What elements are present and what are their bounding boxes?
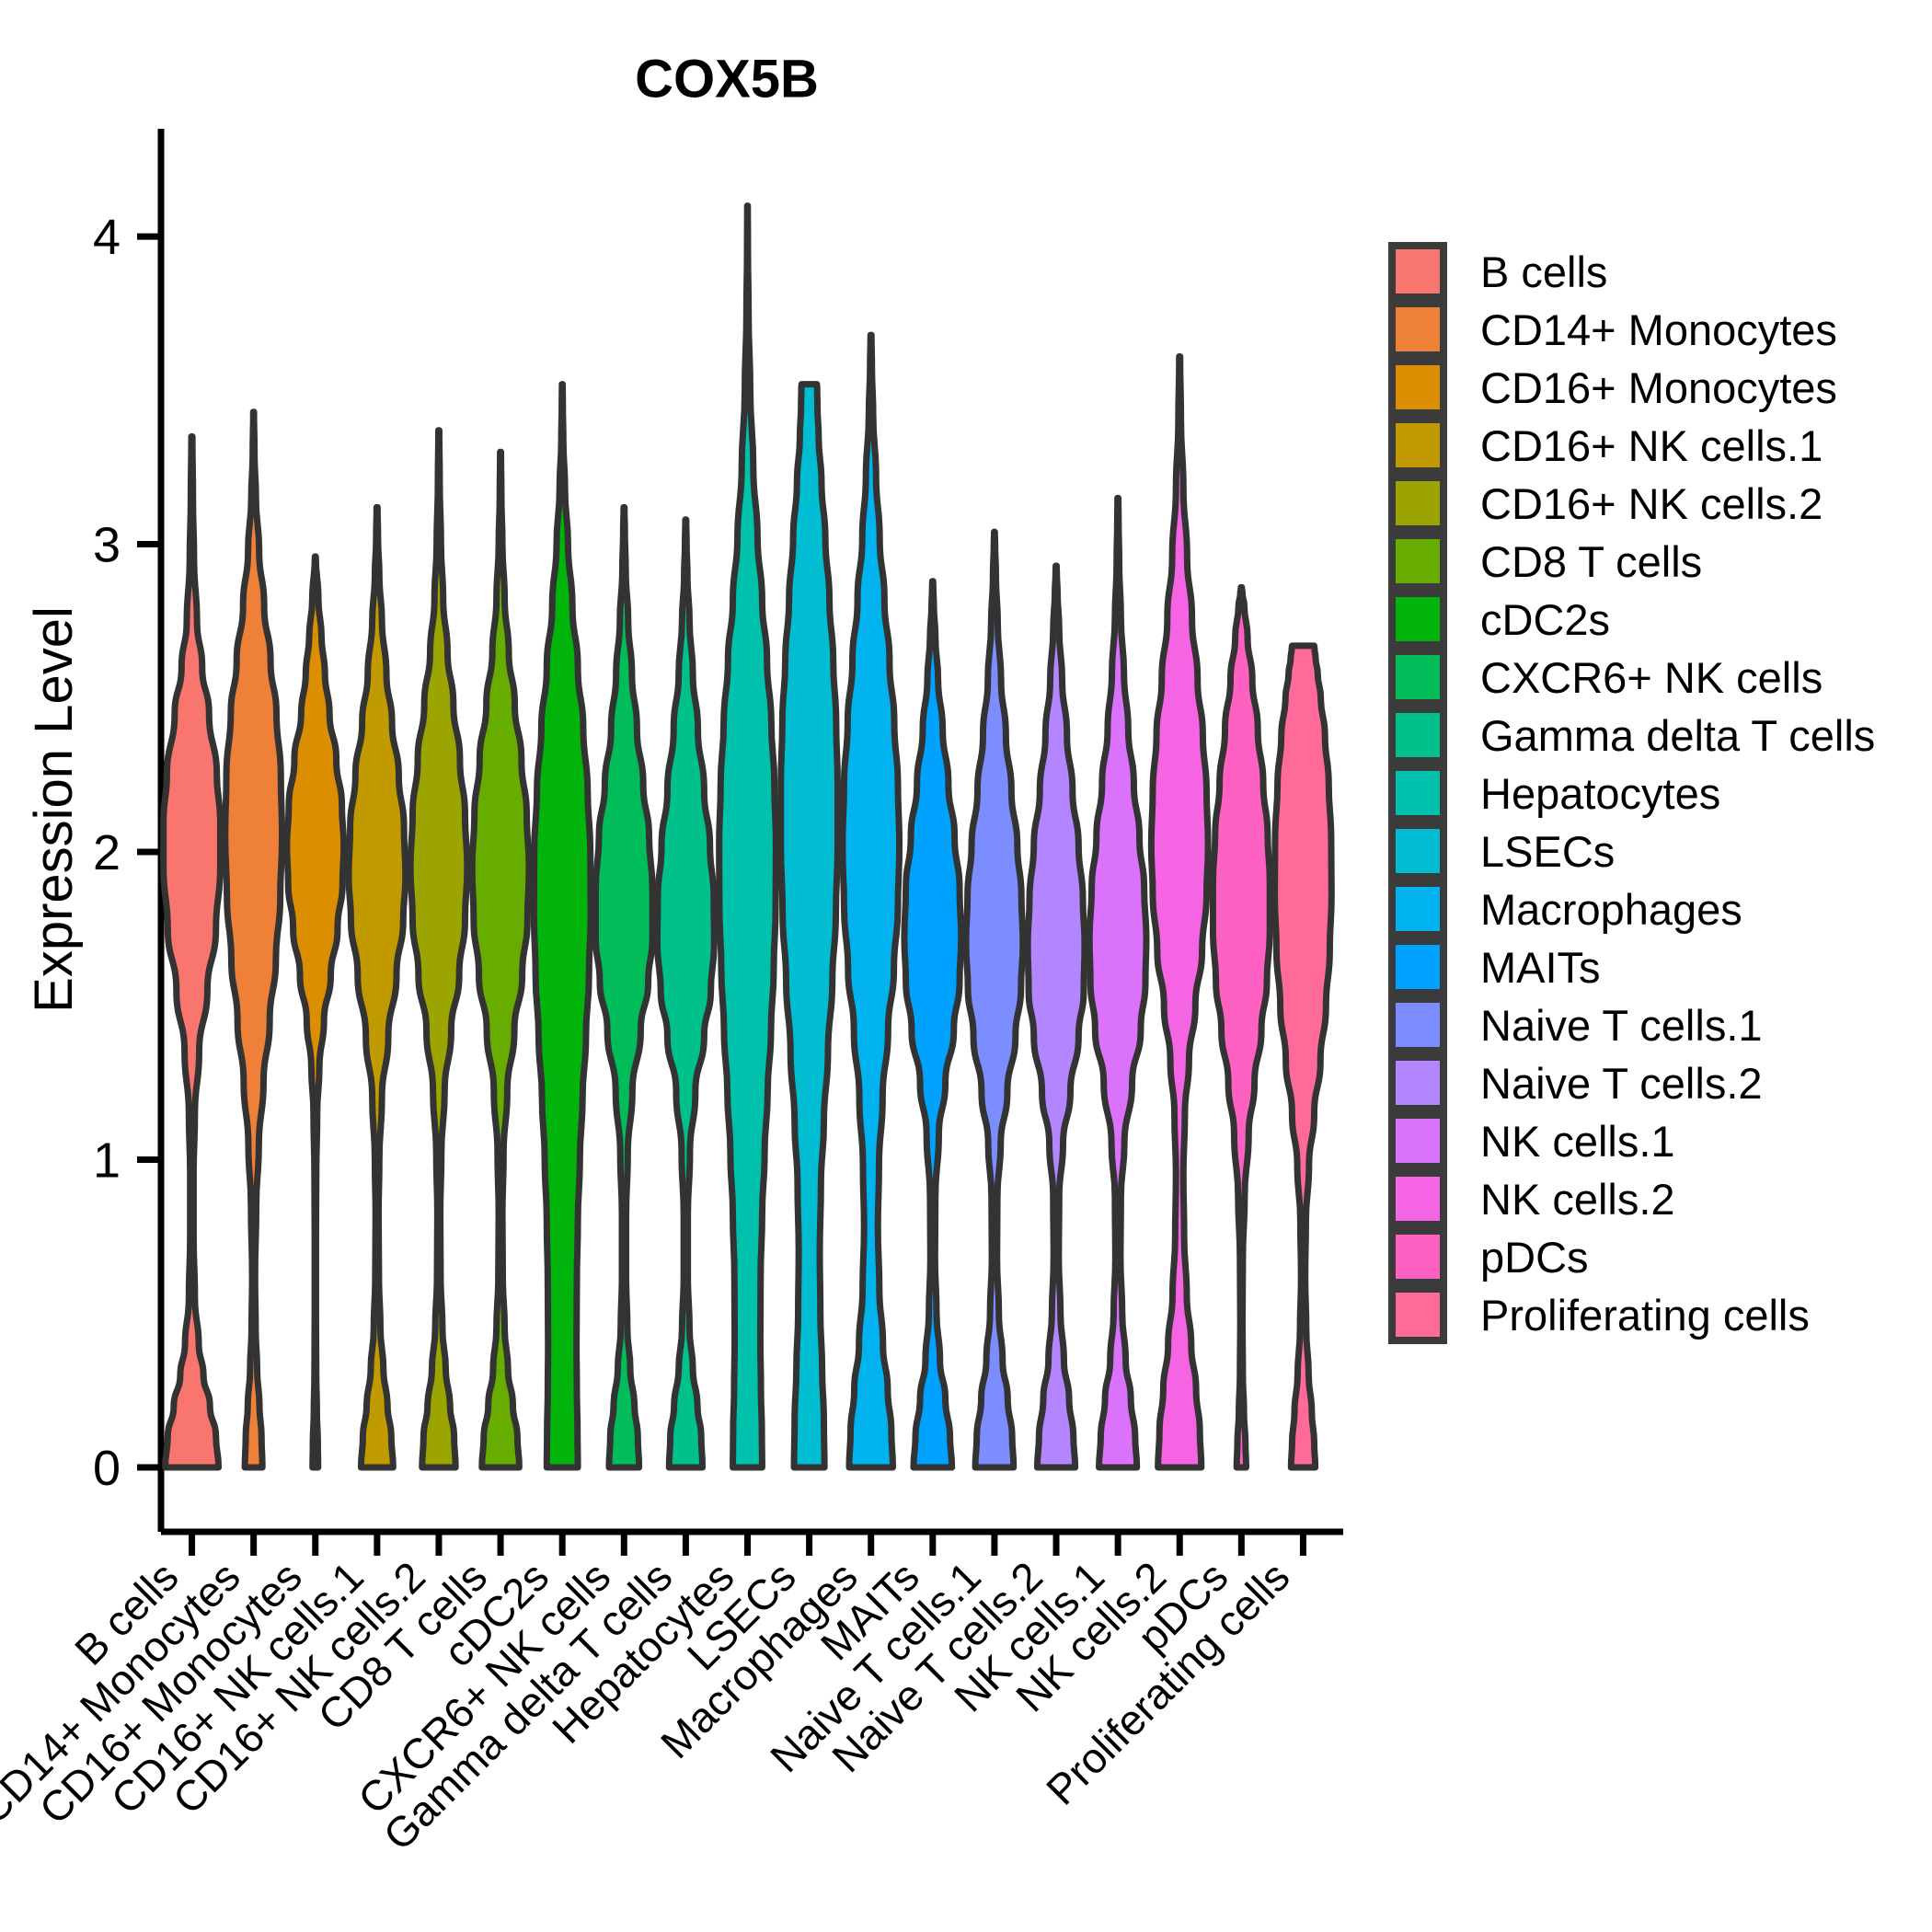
y-tick-label: 1 — [93, 1133, 121, 1189]
violin-cd14-monocytes — [222, 408, 286, 1471]
legend-color-swatch — [1388, 416, 1447, 475]
legend-item-label: Gamma delta T cells — [1480, 711, 1875, 760]
legend-item-label: Hepatocytes — [1480, 769, 1720, 818]
legend-item[interactable]: Hepatocytes — [1388, 764, 1720, 822]
legend: B cells CD14+ Monocytes CD16+ Monocytes CD1… — [1388, 242, 1875, 1344]
legend-item-label: Naive T cells.1 — [1480, 1001, 1763, 1050]
legend-item[interactable]: CD16+ Monocytes — [1388, 358, 1837, 417]
legend-item[interactable]: Naive T cells.1 — [1388, 995, 1763, 1054]
violin-maits — [901, 578, 965, 1471]
violin-lsecs — [777, 381, 841, 1471]
legend-item-label: CXCR6+ NK cells — [1480, 653, 1823, 702]
legend-item-label: LSECs — [1480, 827, 1615, 876]
legend-item-label: CD14+ Monocytes — [1480, 305, 1837, 354]
violin-cxcr6-nk-cells — [592, 503, 656, 1471]
violin-cd16-nk-cells-2 — [407, 427, 471, 1471]
legend-item[interactable]: CD16+ NK cells.2 — [1388, 474, 1823, 533]
legend-color-swatch — [1388, 1227, 1447, 1286]
legend-item[interactable]: MAITs — [1388, 937, 1601, 996]
violin-series-layer — [160, 202, 1335, 1471]
legend-color-swatch — [1388, 242, 1447, 301]
legend-item[interactable]: B cells — [1388, 242, 1607, 301]
legend-item-label: Macrophages — [1480, 885, 1742, 934]
violin-naive-t-cells-1 — [962, 528, 1027, 1471]
y-tick-label: 4 — [93, 210, 121, 265]
legend-item-label: NK cells.1 — [1480, 1117, 1675, 1166]
legend-item[interactable]: CD16+ NK cells.1 — [1388, 416, 1823, 475]
violin-cd16-nk-cells-1 — [345, 503, 409, 1471]
y-tick-label: 0 — [93, 1441, 121, 1496]
violin-pdcs — [1209, 583, 1273, 1471]
violin-cd16-monocytes — [283, 553, 348, 1471]
legend-item-label: cDC2s — [1480, 595, 1610, 644]
violin-b-cells — [160, 432, 224, 1471]
legend-item-label: MAITs — [1480, 943, 1601, 992]
legend-color-swatch — [1388, 822, 1447, 880]
legend-color-swatch — [1388, 1169, 1447, 1228]
legend-item[interactable]: NK cells.2 — [1388, 1169, 1675, 1228]
violin-nk-cells-2 — [1147, 353, 1212, 1471]
legend-item-label: Proliferating cells — [1480, 1291, 1810, 1340]
legend-item-label: B cells — [1480, 247, 1607, 296]
violin-naive-t-cells-2 — [1024, 562, 1088, 1471]
legend-color-swatch — [1388, 1285, 1447, 1344]
legend-color-swatch — [1388, 995, 1447, 1054]
legend-item[interactable]: CXCR6+ NK cells — [1388, 648, 1823, 707]
legend-color-swatch — [1388, 590, 1447, 649]
legend-color-swatch — [1388, 880, 1447, 938]
legend-color-swatch — [1388, 358, 1447, 417]
legend-item[interactable]: Naive T cells.2 — [1388, 1053, 1763, 1112]
legend-color-swatch — [1388, 1111, 1447, 1170]
legend-item-label: CD16+ NK cells.1 — [1480, 421, 1823, 470]
legend-item-label: NK cells.2 — [1480, 1175, 1675, 1224]
legend-color-swatch — [1388, 706, 1447, 765]
legend-item[interactable]: CD8 T cells — [1388, 532, 1702, 591]
legend-color-swatch — [1388, 1053, 1447, 1112]
legend-color-swatch — [1388, 937, 1447, 996]
y-tick-label: 3 — [93, 518, 121, 573]
legend-color-swatch — [1388, 474, 1447, 533]
legend-color-swatch — [1388, 764, 1447, 822]
legend-item-label: Naive T cells.2 — [1480, 1059, 1763, 1108]
chart-title: COX5B — [635, 49, 819, 109]
legend-item[interactable]: NK cells.1 — [1388, 1111, 1675, 1170]
legend-item-label: CD16+ NK cells.2 — [1480, 479, 1823, 528]
legend-item[interactable]: pDCs — [1388, 1227, 1589, 1286]
violin-gamma-delta-t-cells — [654, 516, 718, 1471]
legend-item-label: pDCs — [1480, 1233, 1589, 1282]
legend-item[interactable]: Proliferating cells — [1388, 1285, 1810, 1344]
legend-item[interactable]: cDC2s — [1388, 590, 1610, 649]
legend-item[interactable]: Macrophages — [1388, 880, 1742, 938]
legend-color-swatch — [1388, 648, 1447, 707]
legend-item[interactable]: LSECs — [1388, 822, 1615, 880]
legend-item[interactable]: Gamma delta T cells — [1388, 706, 1875, 765]
violin-nk-cells-1 — [1086, 494, 1150, 1471]
legend-item[interactable]: CD14+ Monocytes — [1388, 300, 1837, 359]
legend-item-label: CD16+ Monocytes — [1480, 363, 1837, 412]
legend-item-label: CD8 T cells — [1480, 537, 1702, 586]
violin-macrophages — [839, 331, 903, 1471]
violin-cd8-t-cells — [468, 448, 533, 1471]
violin-cdc2s — [530, 381, 594, 1471]
y-tick-label: 2 — [93, 825, 121, 880]
axes: 0 1 2 3 4 — [93, 129, 1343, 1556]
legend-color-swatch — [1388, 532, 1447, 591]
violin-proliferating-cells — [1271, 642, 1335, 1471]
legend-color-swatch — [1388, 300, 1447, 359]
y-axis-title: Expression Level — [24, 606, 84, 1013]
violin-hepatocytes — [716, 202, 779, 1471]
